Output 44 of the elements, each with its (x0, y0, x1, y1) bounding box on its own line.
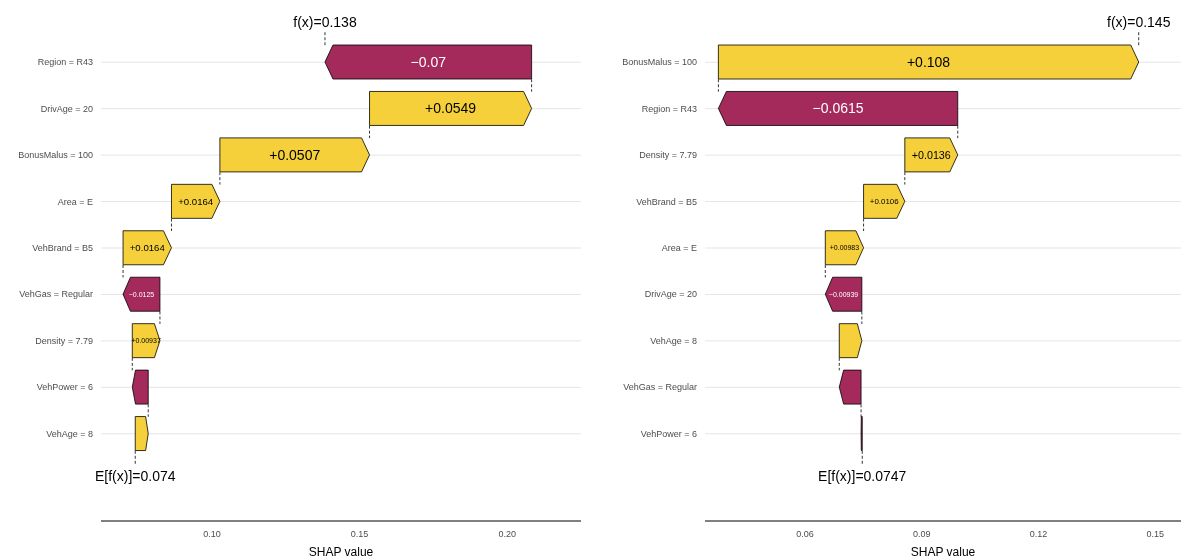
y-tick-label: Area = E (57, 196, 93, 207)
y-tick-label: BonusMalus = 100 (18, 150, 93, 161)
data-label: +0.0164 (129, 242, 166, 254)
y-tick-label: VehPower = 6 (36, 382, 93, 393)
bar (324, 44, 533, 80)
y-tick-label: Region = R43 (641, 103, 697, 114)
x-tick-label: 0.10 (203, 529, 221, 539)
data-label: +0.0549 (425, 100, 477, 117)
x-tick-label: 0.09 (913, 529, 931, 539)
x-tick-label: 0.20 (498, 529, 516, 539)
y-tick-label: Density = 7.79 (639, 150, 697, 161)
bar (717, 44, 1140, 80)
data-label: +0.0507 (269, 146, 321, 163)
y-tick-label: VehBrand = B5 (32, 243, 93, 253)
x-tick-label: 0.12 (1029, 529, 1048, 539)
y-tick-label: DrivAge = 20 (644, 289, 697, 300)
y-tick-label: VehGas = Regular (623, 382, 697, 393)
annotation: E[f(x)]=0.0747 (818, 467, 907, 484)
y-tick-label: DrivAge = 20 (40, 103, 93, 114)
data-label: −0.0615 (812, 100, 864, 117)
y-tick-label: BonusMalus = 100 (622, 57, 697, 68)
bar (717, 91, 959, 126)
x-axis-title: SHAP value (308, 545, 374, 556)
bar (369, 91, 533, 126)
x-tick-label: 0.15 (1146, 529, 1165, 539)
y-tick-label: Area = E (661, 243, 697, 253)
y-tick-label: VehAge = 8 (46, 428, 93, 439)
x-tick-label: 0.15 (350, 529, 369, 539)
y-tick-label: VehAge = 8 (650, 335, 697, 346)
y-tick-label: VehGas = Regular (19, 289, 93, 300)
y-tick-label: Region = R43 (37, 57, 93, 68)
annotation: E[f(x)]=0.074 (94, 467, 176, 484)
x-tick-label: 0.06 (796, 529, 814, 539)
bar (219, 137, 370, 173)
y-tick-label: Density = 7.79 (35, 335, 93, 346)
data-label: +0.0164 (178, 195, 214, 207)
x-axis-title: SHAP value (910, 545, 976, 556)
data-label: −0.07 (410, 54, 447, 70)
text: f(x)=0.145 (1107, 14, 1171, 31)
text: f(x)=0.138 (293, 14, 357, 31)
data-label: +0.0136 (911, 148, 951, 161)
y-tick-label: VehBrand = B5 (636, 196, 697, 207)
y-tick-label: VehPower = 6 (640, 428, 697, 439)
data-label: +0.108 (906, 54, 951, 70)
